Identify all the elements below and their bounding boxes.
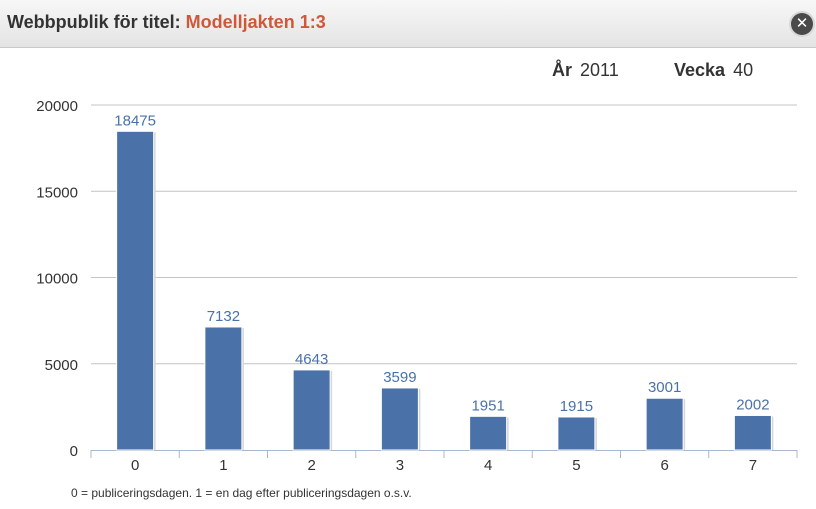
y-tick-label: 20000 (36, 98, 78, 115)
bar (557, 416, 596, 451)
data-label: 3001 (648, 379, 681, 396)
bar (733, 414, 772, 451)
week-label: Vecka (674, 60, 726, 80)
x-tick-label: 4 (484, 457, 492, 474)
bar (204, 326, 243, 451)
x-tick-label: 0 (131, 457, 139, 474)
y-tick-label: 15000 (36, 184, 78, 201)
x-tick-label: 5 (572, 457, 580, 474)
title-prefix: Webbpublik för titel: (7, 12, 181, 32)
bar (380, 387, 419, 451)
close-icon: ✕ (795, 15, 809, 32)
x-tick-label: 1 (219, 457, 227, 474)
bar (645, 397, 684, 451)
x-tick-label: 2 (307, 457, 315, 474)
data-label: 1915 (560, 398, 593, 415)
data-label: 2002 (736, 396, 769, 413)
dialog-title: Webbpublik för titel: Modelljakten 1:3 (7, 12, 326, 33)
week-value: 40 (733, 60, 754, 80)
x-tick-label: 6 (660, 457, 668, 474)
data-label: 3599 (383, 369, 416, 386)
y-tick-label: 5000 (45, 357, 78, 374)
footnote: 0 = publiceringsdagen. 1 = en dag efter … (71, 486, 412, 500)
data-label: 18475 (114, 112, 156, 129)
year-value: 2011 (580, 60, 619, 80)
title-name: Modelljakten 1:3 (185, 12, 326, 32)
dialog-header: Webbpublik för titel: Modelljakten 1:3 ✕ (0, 0, 816, 48)
year-label: År (552, 60, 573, 80)
data-label: 7132 (207, 308, 240, 325)
x-tick-label: 3 (396, 457, 404, 474)
year-indicator: År 2011 (552, 60, 619, 81)
week-indicator: Vecka 40 (674, 60, 753, 81)
x-tick-label: 7 (749, 457, 757, 474)
y-tick-label: 0 (70, 443, 78, 460)
bar (469, 415, 508, 451)
y-tick-label: 10000 (36, 271, 78, 288)
bar (116, 130, 155, 451)
data-label: 1951 (471, 397, 504, 414)
data-label: 4643 (295, 351, 328, 368)
close-button[interactable]: ✕ (791, 13, 813, 35)
bar (292, 369, 331, 451)
